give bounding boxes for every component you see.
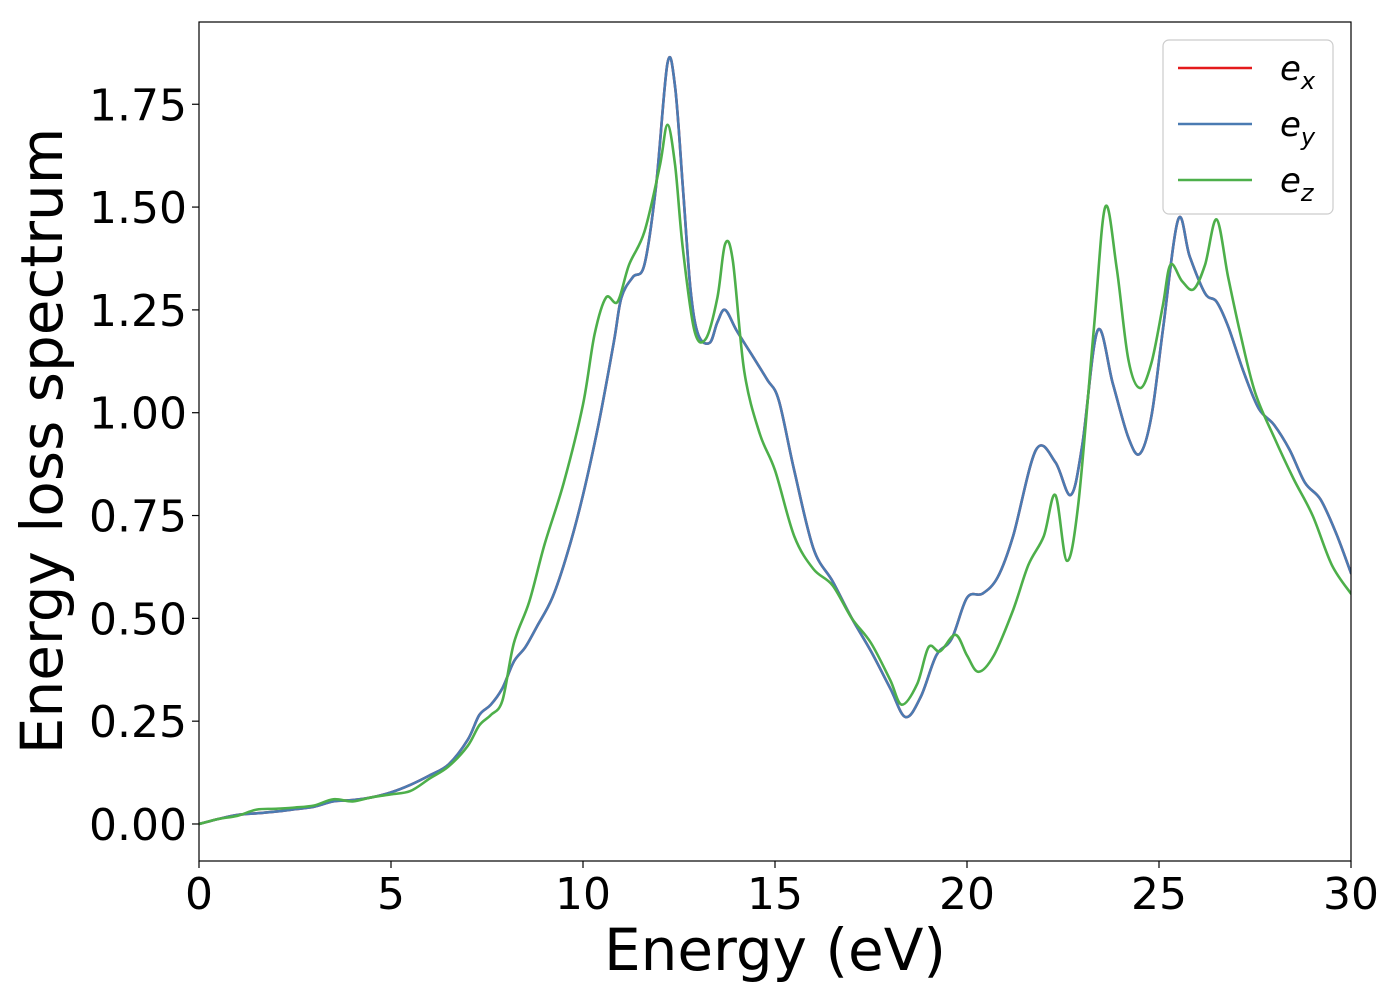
y-tick-label: 1.00	[89, 389, 187, 440]
x-axis-label: Energy (eV)	[604, 916, 946, 984]
x-axis-ticks: 0 5 10 15 20 25 30	[185, 861, 1379, 920]
x-tick-label: 30	[1323, 869, 1379, 920]
legend-label-ey: ey	[1280, 105, 1316, 151]
legend-box	[1162, 39, 1334, 215]
series-layer	[199, 55, 1351, 826]
series-line-ez	[199, 123, 1351, 826]
y-tick-label: 0.75	[89, 492, 187, 543]
legend: ex ey ez	[1162, 39, 1334, 215]
x-tick-label: 5	[377, 869, 405, 920]
legend-label-ez: ez	[1280, 161, 1315, 207]
y-tick-label: 0.50	[89, 594, 187, 645]
series-line-ey	[199, 55, 1351, 826]
x-tick-label: 0	[185, 869, 213, 920]
y-axis-label: Energy loss spectrum	[8, 128, 76, 754]
y-tick-label: 1.75	[89, 80, 187, 131]
y-tick-label: 0.00	[89, 800, 187, 851]
x-tick-label: 10	[555, 869, 611, 920]
y-tick-label: 0.25	[89, 697, 187, 748]
legend-label-ex: ex	[1280, 49, 1316, 95]
x-tick-label: 25	[1131, 869, 1187, 920]
y-axis-ticks: 0.00 0.25 0.50 0.75 1.00 1.25 1.50 1.75	[89, 80, 199, 851]
y-tick-label: 1.25	[89, 286, 187, 337]
x-tick-label: 15	[747, 869, 803, 920]
x-tick-label: 20	[939, 869, 995, 920]
y-tick-label: 1.50	[89, 183, 187, 234]
